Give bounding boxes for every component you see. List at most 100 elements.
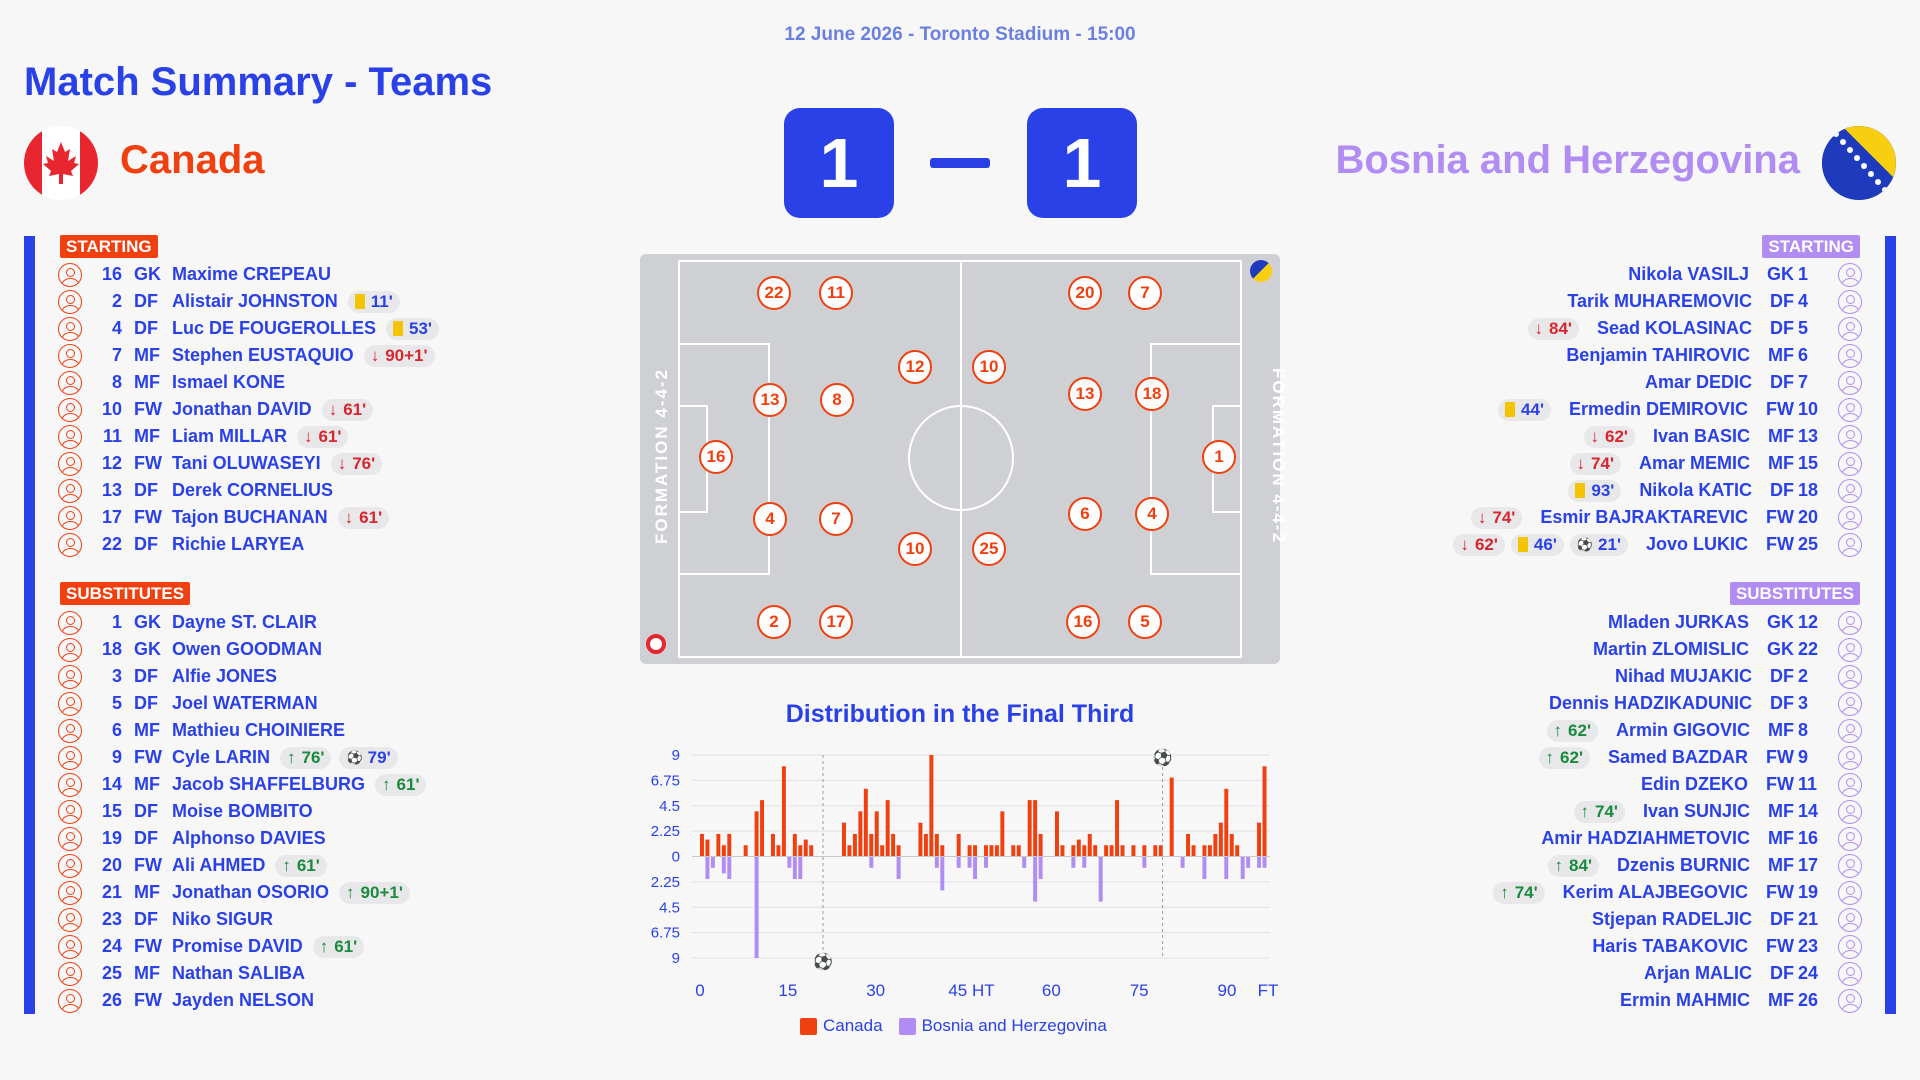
player-row[interactable]: Dennis HADZIKADUNIC DF 3 <box>1493 690 1862 717</box>
player-row[interactable]: Nihad MUJAKIC DF 2 <box>1493 663 1862 690</box>
away-bar <box>798 856 803 880</box>
player-row[interactable]: 8 MF Ismael KONE <box>58 369 447 396</box>
player-row[interactable]: ↑ 62' Samed BAZDAR FW 9 <box>1493 744 1862 771</box>
legend-item-away: Bosnia and Herzegovina <box>898 1016 1107 1036</box>
pitch-player-chip[interactable]: 20 <box>1068 276 1102 310</box>
player-row[interactable]: Arjan MALIC DF 24 <box>1493 960 1862 987</box>
player-row[interactable]: ↓ 74' Esmir BAJRAKTAREVIC FW 20 <box>1453 504 1862 531</box>
player-row[interactable]: 10 FW Jonathan DAVID ↓ 61' <box>58 396 447 423</box>
player-row[interactable]: ↓ 84' Sead KOLASINAC DF 5 <box>1453 315 1862 342</box>
player-row[interactable]: 93' Nikola KATIC DF 18 <box>1453 477 1862 504</box>
sub-in-arrow-icon: ↑ <box>382 774 391 794</box>
player-row[interactable]: 2 DF Alistair JOHNSTON 11' <box>58 288 447 315</box>
match-meta: 12 June 2026 - Toronto Stadium - 15:00 <box>784 24 1136 45</box>
player-position: DF <box>1770 666 1794 686</box>
player-row[interactable]: 16 GK Maxime CREPEAU <box>58 261 447 288</box>
player-row[interactable]: 9 FW Cyle LARIN ↑ 76' ⚽ 79' <box>58 744 434 771</box>
pitch-player-chip[interactable]: 16 <box>699 440 733 474</box>
player-row[interactable]: 22 DF Richie LARYEA <box>58 531 447 558</box>
player-row[interactable]: ↓ 62' 46' ⚽ 21' Jovo LUKIC FW 25 <box>1453 531 1862 558</box>
player-row[interactable]: Edin DZEKO FW 11 <box>1493 771 1862 798</box>
player-position: FW <box>134 990 162 1010</box>
pitch-player-chip[interactable]: 5 <box>1128 605 1162 639</box>
player-row[interactable]: Mladen JURKAS GK 12 <box>1493 609 1862 636</box>
player-row[interactable]: 23 DF Niko SIGUR <box>58 906 434 933</box>
player-row[interactable]: ↑ 74' Ivan SUNJIC MF 14 <box>1493 798 1862 825</box>
player-row[interactable]: ↑ 84' Dzenis BURNIC MF 17 <box>1493 852 1862 879</box>
player-row[interactable]: 14 MF Jacob SHAFFELBURG ↑ 61' <box>58 771 434 798</box>
player-row[interactable]: 5 DF Joel WATERMAN <box>58 690 434 717</box>
pitch-player-chip[interactable]: 8 <box>820 383 854 417</box>
pitch-player-chip[interactable]: 10 <box>972 350 1006 384</box>
pitch-player-chip[interactable]: 4 <box>1135 497 1169 531</box>
player-row[interactable]: 20 FW Ali AHMED ↑ 61' <box>58 852 434 879</box>
player-number: 24 <box>101 936 122 956</box>
player-name: Stephen EUSTAQUIO <box>172 345 354 365</box>
player-row[interactable]: 4 DF Luc DE FOUGEROLLES 53' <box>58 315 447 342</box>
player-row[interactable]: 7 MF Stephen EUSTAQUIO ↓ 90+1' <box>58 342 447 369</box>
pitch-player-chip[interactable]: 2 <box>757 605 791 639</box>
player-avatar-icon <box>1838 664 1862 689</box>
player-row[interactable]: 1 GK Dayne ST. CLAIR <box>58 609 434 636</box>
player-row[interactable]: 21 MF Jonathan OSORIO ↑ 90+1' <box>58 879 434 906</box>
pitch-player-chip[interactable]: 13 <box>1068 377 1102 411</box>
player-row[interactable]: 44' Ermedin DEMIROVIC FW 10 <box>1453 396 1862 423</box>
player-avatar-icon <box>1838 988 1862 1013</box>
pitch-player-chip[interactable]: 1 <box>1202 440 1236 474</box>
home-bar <box>1218 822 1223 857</box>
pitch-player-chip[interactable]: 16 <box>1066 605 1100 639</box>
pitch-player-chip[interactable]: 6 <box>1068 497 1102 531</box>
player-row[interactable]: 18 GK Owen GOODMAN <box>58 636 434 663</box>
pitch-player-chip[interactable]: 10 <box>898 532 932 566</box>
pitch-player-chip[interactable]: 17 <box>819 605 853 639</box>
player-row[interactable]: Ermin MAHMIC MF 26 <box>1493 987 1862 1014</box>
x-tick-label: 60 <box>1042 981 1061 1000</box>
pitch-player-chip[interactable]: 12 <box>898 350 932 384</box>
x-tick-label: 30 <box>866 981 885 1000</box>
pitch-player-chip[interactable]: 25 <box>972 532 1006 566</box>
player-row[interactable]: 3 DF Alfie JONES <box>58 663 434 690</box>
player-row[interactable]: 6 MF Mathieu CHOINIERE <box>58 717 434 744</box>
player-row[interactable]: Haris TABAKOVIC FW 23 <box>1493 933 1862 960</box>
player-row[interactable]: 11 MF Liam MILLAR ↓ 61' <box>58 423 447 450</box>
player-name: Nihad MUJAKIC <box>1614 666 1752 686</box>
player-row[interactable]: 15 DF Moise BOMBITO <box>58 798 434 825</box>
player-number: 12 <box>1798 612 1819 632</box>
player-row[interactable]: ↑ 62' Armin GIGOVIC MF 8 <box>1493 717 1862 744</box>
pitch-player-chip[interactable]: 7 <box>1128 276 1162 310</box>
player-number: 2 <box>111 291 122 311</box>
pitch-player-chip[interactable]: 18 <box>1135 377 1169 411</box>
player-row[interactable]: 26 FW Jayden NELSON <box>58 987 434 1014</box>
pitch-player-chip[interactable]: 7 <box>819 502 853 536</box>
player-row[interactable]: ↑ 74' Kerim ALAJBEGOVIC FW 19 <box>1493 879 1862 906</box>
player-name: Edin DZEKO <box>1641 774 1749 794</box>
player-row[interactable]: Tarik MUHAREMOVIC DF 4 <box>1453 288 1862 315</box>
player-row[interactable]: ↓ 74' Amar MEMIC MF 15 <box>1453 450 1862 477</box>
player-row[interactable]: 12 FW Tani OLUWASEYI ↓ 76' <box>58 450 447 477</box>
pitch-player-chip[interactable]: 11 <box>819 276 853 310</box>
pitch-player-chip[interactable]: 13 <box>753 383 787 417</box>
pitch-player-chip[interactable]: 22 <box>757 276 791 310</box>
away-bar <box>1022 856 1027 868</box>
player-row[interactable]: 13 DF Derek CORNELIUS <box>58 477 447 504</box>
player-row[interactable]: 19 DF Alphonso DAVIES <box>58 825 434 852</box>
player-row[interactable]: Benjamin TAHIROVIC MF 6 <box>1453 342 1862 369</box>
player-row[interactable]: ↓ 62' Ivan BASIC MF 13 <box>1453 423 1862 450</box>
player-avatar-icon <box>58 610 82 635</box>
player-row[interactable]: Stjepan RADELJIC DF 21 <box>1493 906 1862 933</box>
formation-pitch: FORMATION 4-4-2 FORMATION 4-4-2 22 11 13 8 1… <box>640 254 1288 664</box>
pitch-player-chip[interactable]: 4 <box>753 502 787 536</box>
player-avatar-icon <box>1838 505 1862 530</box>
player-row[interactable]: 25 MF Nathan SALIBA <box>58 960 434 987</box>
player-avatar-icon <box>1838 718 1862 743</box>
player-row[interactable]: Amir HADZIAHMETOVIC MF 16 <box>1493 825 1862 852</box>
player-avatar-icon <box>58 934 82 959</box>
player-row[interactable]: 24 FW Promise DAVID ↑ 61' <box>58 933 434 960</box>
player-row[interactable]: Amar DEDIC DF 7 <box>1453 369 1862 396</box>
player-row[interactable]: 17 FW Tajon BUCHANAN ↓ 61' <box>58 504 447 531</box>
player-row[interactable]: Nikola VASILJ GK 1 <box>1453 261 1862 288</box>
player-number: 3 <box>1798 693 1809 713</box>
event-time: 61' <box>343 399 367 419</box>
player-row[interactable]: Martin ZLOMISLIC GK 22 <box>1493 636 1862 663</box>
player-events: ↓ 84' <box>1527 317 1579 340</box>
